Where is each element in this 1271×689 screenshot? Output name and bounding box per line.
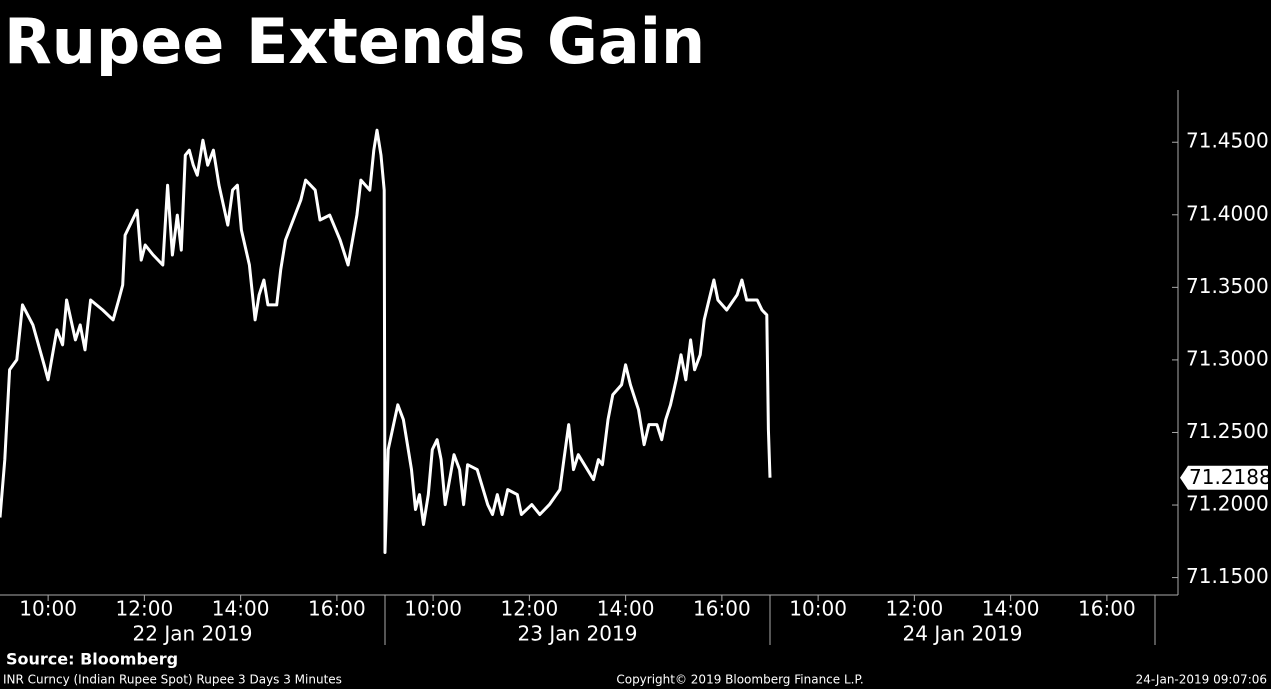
source: Source: Bloomberg (6, 650, 178, 669)
x-tick-label: 12:00 (116, 597, 174, 621)
y-tick-label: 71.2500 (1186, 419, 1269, 443)
x-tick-label: 12:00 (501, 597, 559, 621)
x-tick-label: 14:00 (212, 597, 270, 621)
y-tick-label: 71.4500 (1186, 129, 1269, 153)
y-tick-label: 71.3000 (1186, 346, 1269, 370)
day-label: 22 Jan 2019 (133, 622, 253, 646)
timestamp: 24-Jan-2019 09:07:06 (1136, 673, 1267, 687)
x-tick-label: 10:00 (789, 597, 847, 621)
x-tick-label: 14:00 (982, 597, 1040, 621)
x-tick-label: 16:00 (308, 597, 366, 621)
y-tick-label: 71.1500 (1186, 564, 1269, 588)
y-tick-label: 71.3500 (1186, 274, 1269, 298)
price-line (0, 128, 772, 554)
x-tick-label: 16:00 (1078, 597, 1136, 621)
last-value-box (1180, 465, 1268, 490)
y-tick-label: 71.2000 (1186, 492, 1269, 516)
x-tick-label: 12:00 (886, 597, 944, 621)
y-tick-label: 71.4000 (1186, 201, 1269, 225)
x-tick-label: 10:00 (19, 597, 77, 621)
x-tick-label: 14:00 (597, 597, 655, 621)
last-value-label: 71.2188 (1189, 465, 1271, 489)
chart-title: Rupee Extends Gain (4, 5, 705, 78)
day-label: 24 Jan 2019 (903, 622, 1023, 646)
footnote: INR Curncy (Indian Rupee Spot) Rupee 3 D… (3, 673, 342, 687)
day-label: 23 Jan 2019 (518, 622, 638, 646)
copyright: Copyright© 2019 Bloomberg Finance L.P. (616, 673, 863, 687)
x-tick-label: 10:00 (404, 597, 462, 621)
x-tick-label: 16:00 (693, 597, 751, 621)
